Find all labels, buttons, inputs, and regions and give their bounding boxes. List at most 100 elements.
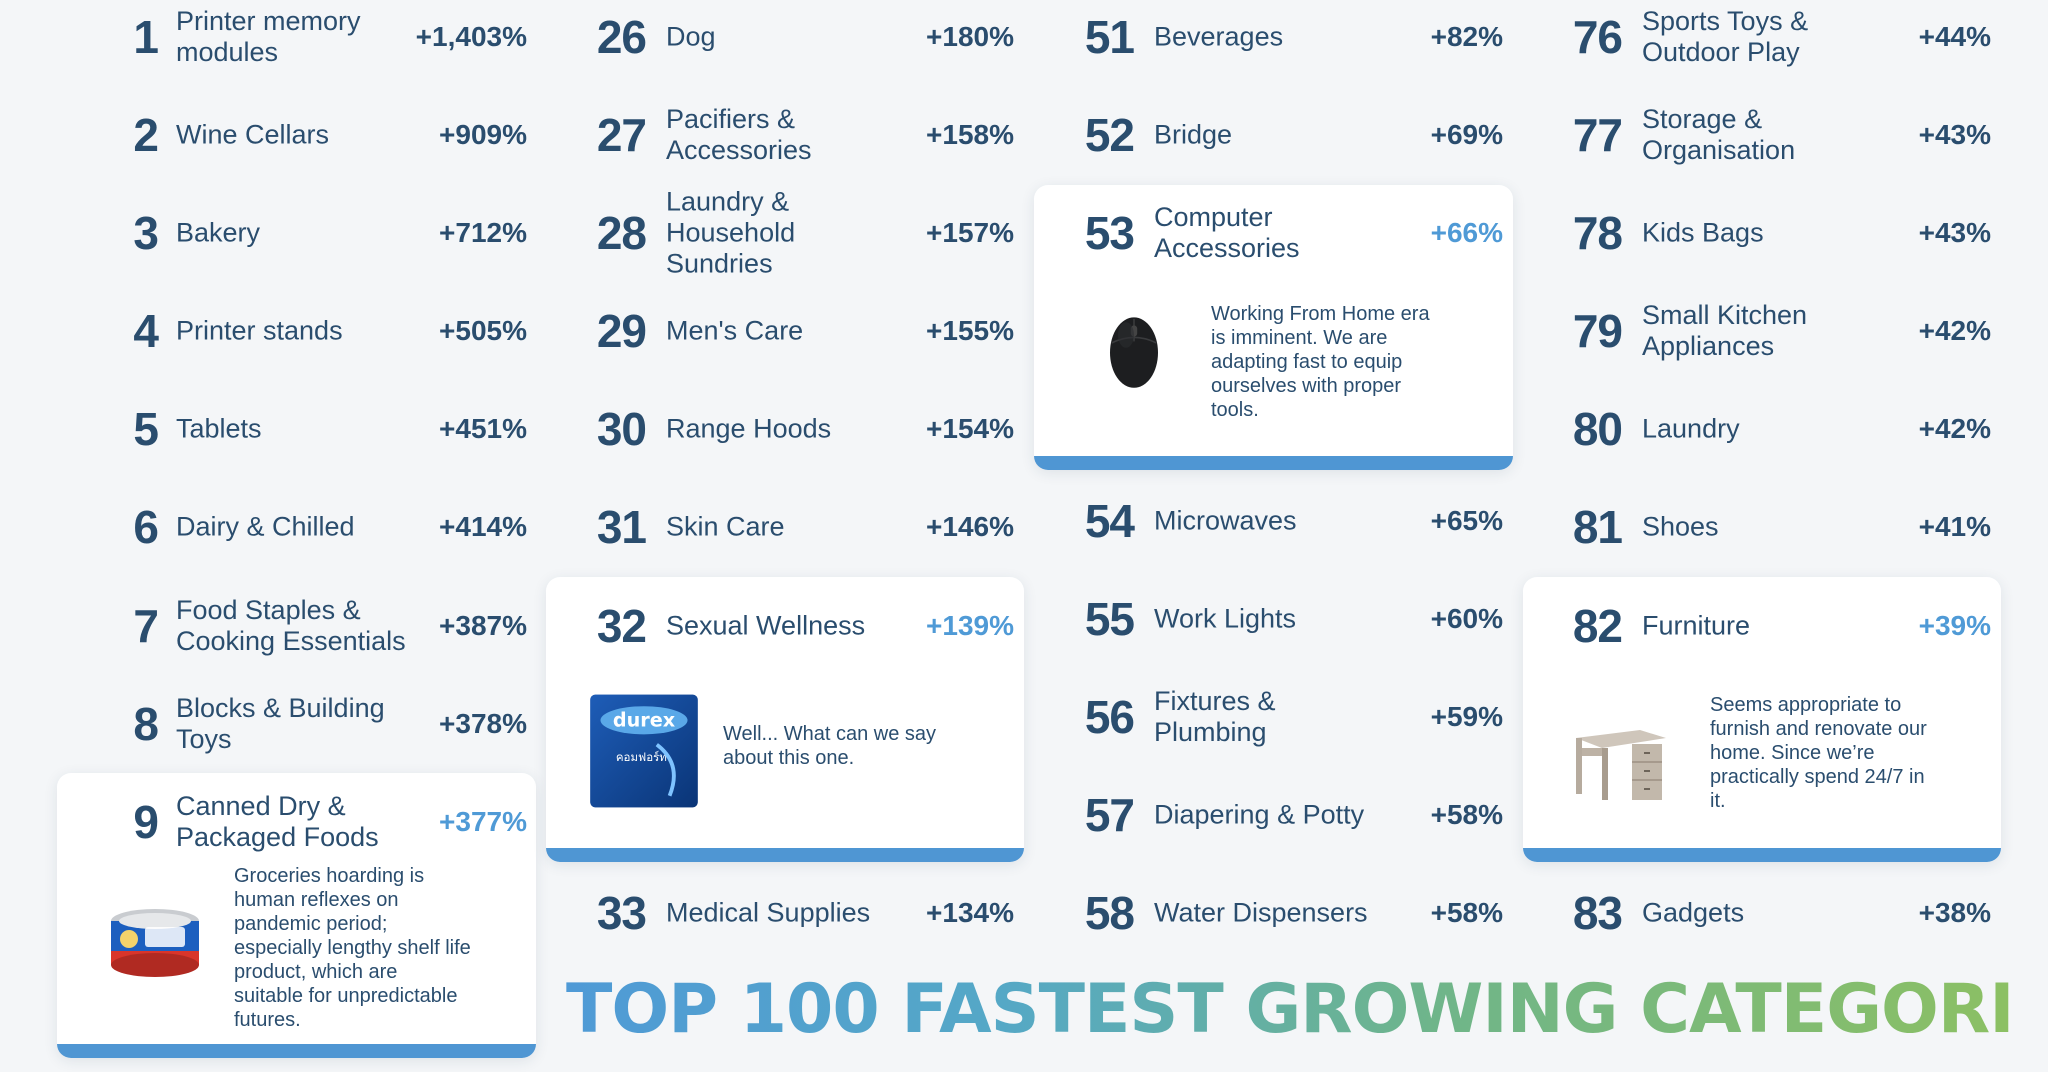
category-row: 3 Bakery +712% [0,188,2048,278]
category-name: Wine Cellars [176,119,330,150]
category-rank: 76 [1572,11,1623,63]
category-name: Laundry & Household Sundries [666,186,796,279]
category-rank: 31 [596,501,647,553]
growth-percent: +59% [1430,701,1503,732]
svg-text:คอมฟอร์ท: คอมฟอร์ท [616,750,667,764]
category-rank: 83 [1572,887,1623,939]
growth-percent: +82% [1430,21,1503,52]
category-row: 83 Gadgets +38% [0,868,2048,958]
growth-percent: +139% [926,610,1014,641]
category-row: 33 Medical Supplies +134% [0,868,2048,958]
growth-percent: +38% [1918,897,1991,928]
growth-percent: +58% [1430,799,1503,830]
category-rank: 56 [1084,691,1135,743]
category-name: Blocks & Building Toys [176,693,385,754]
category-row: 4 Printer stands +505% [0,286,2048,376]
growth-percent: +712% [439,217,527,248]
category-name: Water Dispensers [1154,897,1368,928]
category-name: Laundry [1642,413,1740,444]
card-accent-bar [1523,848,2001,862]
category-rank: 79 [1572,305,1623,357]
card-note: Well... What can we say about this one. [723,723,937,769]
category-rank: 53 [1084,207,1135,259]
category-rank: 80 [1572,403,1623,455]
category-row: 6 Dairy & Chilled +414% [0,482,2048,572]
category-name: Sports Toys & Outdoor Play [1642,6,1809,67]
computer-mouse-icon [1094,296,1174,411]
growth-percent: +42% [1918,413,1991,444]
card-accent-bar [546,848,1024,862]
category-rank: 51 [1084,11,1135,63]
category-rank: 8 [133,698,159,750]
category-name: Work Lights [1154,603,1297,634]
category-row: 58 Water Dispensers +58% [0,868,2048,958]
category-row: 26 Dog +180% [0,0,2048,82]
growth-percent: +43% [1918,217,1991,248]
category-rank: 82 [1572,600,1623,652]
category-rank: 54 [1084,495,1135,547]
category-row: 2 Wine Cellars +909% [0,90,2048,180]
growth-percent: +451% [439,413,527,444]
category-name: Shoes [1642,511,1719,542]
growth-percent: +414% [439,511,527,542]
growth-percent: +377% [439,806,527,837]
category-row: 81 Shoes +41% [0,482,2048,572]
category-rank: 78 [1572,207,1623,259]
growth-percent: +909% [439,119,527,150]
category-name: Furniture [1642,610,1751,641]
category-rank: 52 [1084,109,1135,161]
highlight-card [1523,577,2001,862]
category-row: 32 Sexual Wellness +139% [0,581,2048,671]
category-row: 31 Skin Care +146% [0,482,2048,572]
category-name: Food Staples & Cooking Essentials [176,595,406,656]
category-row: 28 Laundry & Household Sundries +157% [0,186,2048,279]
category-name: Computer Accessories [1154,202,1300,263]
category-rank: 1 [133,11,159,63]
card-note: Groceries hoarding is human reflexes on … [234,865,471,1031]
category-row: 8 Blocks & Building Toys +378% [0,679,2048,769]
growth-percent: +60% [1430,603,1503,634]
category-name: Range Hoods [666,413,832,444]
category-row: 27 Pacifiers & Accessories +158% [0,90,2048,180]
category-row: 9 Canned Dry & Packaged Foods +377% [0,777,2048,867]
condom-box-icon: durex คอมฟอร์ท [580,686,708,821]
category-row: 51 Beverages +82% [0,0,2048,82]
category-rank: 81 [1572,501,1623,553]
growth-percent: +1,403% [415,21,527,52]
growth-percent: +43% [1918,119,1991,150]
category-rank: 9 [133,796,159,848]
category-name: Beverages [1154,21,1284,52]
highlight-card [1034,185,1513,470]
category-row: 76 Sports Toys & Outdoor Play +44% [0,0,2048,82]
category-rank: 32 [596,600,647,652]
category-row: 29 Men's Care +155% [0,286,2048,376]
growth-percent: +41% [1918,511,1991,542]
growth-percent: +378% [439,708,527,739]
growth-percent: +180% [926,21,1014,52]
category-rank: 2 [133,109,159,161]
growth-percent: +58% [1430,897,1503,928]
category-row: 30 Range Hoods +154% [0,384,2048,474]
category-name: Sexual Wellness [666,610,866,641]
category-rank: 6 [133,501,159,553]
category-name: Medical Supplies [666,897,871,928]
growth-percent: +69% [1430,119,1503,150]
category-name: Storage & Organisation [1642,104,1796,165]
category-rank: 33 [596,887,647,939]
canned-tuna-icon [100,893,210,998]
category-name: Printer stands [176,315,343,346]
category-rank: 4 [133,305,159,357]
category-rank: 7 [133,600,159,652]
category-rank: 58 [1084,887,1135,939]
svg-text:durex: durex [613,709,676,732]
card-accent-bar [1034,456,1513,470]
category-rank: 5 [133,403,159,455]
category-row: 7 Food Staples & Cooking Essentials +387% [0,581,2048,671]
growth-percent: +134% [926,897,1014,928]
category-rank: 28 [596,207,647,259]
card-note: Working From Home era is imminent. We ar… [1211,303,1430,421]
page-title: TOP 100 FASTEST GROWING CATEGORIES [566,970,2048,1049]
growth-percent: +505% [439,315,527,346]
category-name: Tablets [176,413,262,444]
